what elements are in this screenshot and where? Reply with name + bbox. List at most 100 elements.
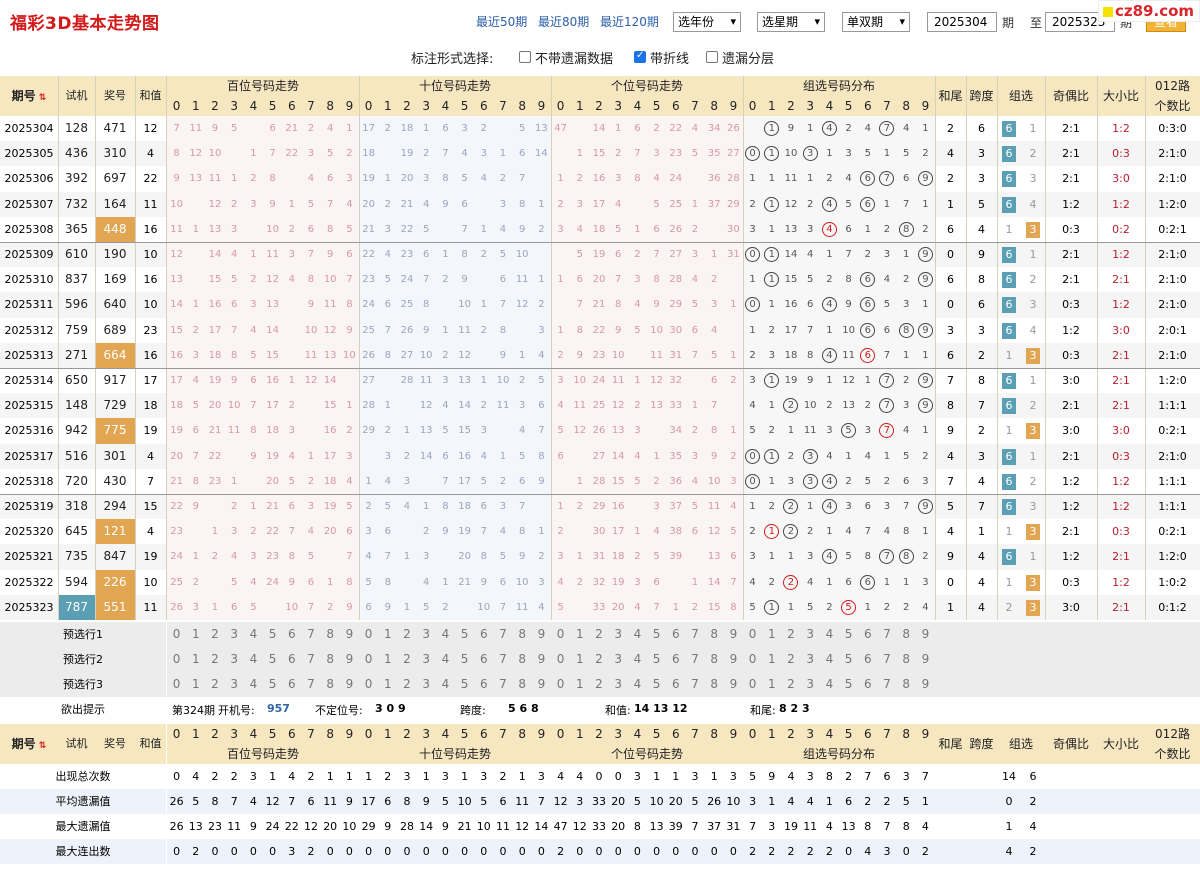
preselect-digit[interactable]: 3: [608, 672, 628, 697]
preselect-digit[interactable]: 7: [877, 622, 897, 647]
period-header[interactable]: 期号 ⇅: [0, 724, 58, 764]
preselect-digit[interactable]: 6: [282, 647, 302, 672]
preselect-digit[interactable]: 8: [704, 672, 724, 697]
preselect-digit[interactable]: 0: [551, 672, 571, 697]
preselect-digit[interactable]: 7: [301, 647, 321, 672]
preselect-digit[interactable]: 1: [378, 672, 398, 697]
preselect-digit[interactable]: 7: [493, 647, 513, 672]
preselect-digit[interactable]: 5: [455, 672, 475, 697]
preselect-digit[interactable]: 5: [263, 622, 283, 647]
preselect-digit[interactable]: 0: [743, 622, 763, 647]
preselect-digit[interactable]: 2: [781, 622, 801, 647]
preselect-digit[interactable]: 1: [186, 672, 206, 697]
preselect-digit[interactable]: 2: [589, 672, 609, 697]
preselect-digit[interactable]: 9: [339, 622, 359, 647]
preselect-digit[interactable]: 4: [627, 647, 647, 672]
preselect-digit[interactable]: 2: [205, 622, 225, 647]
preselect-digit[interactable]: 7: [493, 622, 513, 647]
preselect-digit[interactable]: 8: [512, 647, 532, 672]
polyline-checkbox[interactable]: [634, 50, 646, 63]
preselect-digit[interactable]: 2: [589, 622, 609, 647]
preselect-digit[interactable]: 8: [704, 622, 724, 647]
preselect-digit[interactable]: 1: [186, 647, 206, 672]
weekday-select[interactable]: 选星期: [757, 12, 825, 32]
preselect-digit[interactable]: 7: [685, 647, 705, 672]
preselect-digit[interactable]: 4: [435, 647, 455, 672]
preselect-digit[interactable]: 9: [531, 647, 551, 672]
preselect-digit[interactable]: 4: [819, 672, 839, 697]
preselect-digit[interactable]: 6: [666, 622, 686, 647]
preselect-digit[interactable]: 2: [589, 647, 609, 672]
preselect-digit[interactable]: 6: [858, 622, 878, 647]
preselect-digit[interactable]: 9: [339, 647, 359, 672]
preselect-digit[interactable]: 0: [167, 647, 187, 672]
preselect-digit[interactable]: 7: [877, 647, 897, 672]
preselect-digit[interactable]: 2: [781, 672, 801, 697]
preselect-digit[interactable]: 0: [743, 672, 763, 697]
preselect-digit[interactable]: 9: [339, 672, 359, 697]
preselect-digit[interactable]: 2: [781, 647, 801, 672]
preselect-digit[interactable]: 8: [896, 622, 916, 647]
preselect-digit[interactable]: 2: [205, 672, 225, 697]
preselect-digit[interactable]: 1: [762, 647, 782, 672]
preselect-digit[interactable]: 1: [378, 647, 398, 672]
preselect-digit[interactable]: 3: [416, 622, 436, 647]
odd-even-period-select[interactable]: 单双期: [842, 12, 910, 32]
preselect-digit[interactable]: 4: [819, 622, 839, 647]
preselect-digit[interactable]: 1: [186, 622, 206, 647]
preselect-digit[interactable]: 7: [685, 672, 705, 697]
link-recent-50[interactable]: 最近50期: [476, 15, 528, 29]
preselect-digit[interactable]: 3: [800, 672, 820, 697]
preselect-digit[interactable]: 1: [570, 647, 590, 672]
preselect-digit[interactable]: 0: [359, 622, 379, 647]
to-period-input[interactable]: 2025323: [1045, 12, 1115, 32]
preselect-digit[interactable]: 6: [474, 647, 494, 672]
preselect-digit[interactable]: 2: [397, 647, 417, 672]
preselect-digit[interactable]: 5: [455, 647, 475, 672]
preselect-digit[interactable]: 4: [627, 672, 647, 697]
preselect-digit[interactable]: 3: [224, 622, 244, 647]
preselect-digit[interactable]: 5: [263, 647, 283, 672]
preselect-digit[interactable]: 9: [915, 647, 935, 672]
preselect-digit[interactable]: 8: [320, 647, 340, 672]
preselect-digit[interactable]: 9: [915, 622, 935, 647]
preselect-digit[interactable]: 8: [320, 672, 340, 697]
preselect-digit[interactable]: 0: [743, 647, 763, 672]
preselect-digit[interactable]: 4: [819, 647, 839, 672]
preselect-digit[interactable]: 1: [378, 622, 398, 647]
preselect-digit[interactable]: 2: [397, 622, 417, 647]
preselect-digit[interactable]: 0: [167, 622, 187, 647]
preselect-digit[interactable]: 4: [435, 622, 455, 647]
preselect-digit[interactable]: 6: [282, 622, 302, 647]
preselect-digit[interactable]: 4: [243, 647, 263, 672]
preselect-digit[interactable]: 6: [474, 622, 494, 647]
preselect-digit[interactable]: 0: [359, 647, 379, 672]
no-omission-checkbox[interactable]: [519, 51, 531, 63]
preselect-digit[interactable]: 9: [723, 622, 743, 647]
preselect-digit[interactable]: 5: [839, 672, 859, 697]
from-period-input[interactable]: 2025304: [927, 12, 997, 32]
preselect-digit[interactable]: 1: [762, 622, 782, 647]
preselect-digit[interactable]: 7: [877, 672, 897, 697]
preselect-digit[interactable]: 5: [455, 622, 475, 647]
sort-icon[interactable]: ⇅: [35, 741, 47, 751]
preselect-digit[interactable]: 1: [762, 672, 782, 697]
preselect-digit[interactable]: 0: [359, 672, 379, 697]
preselect-digit[interactable]: 9: [531, 672, 551, 697]
preselect-digit[interactable]: 8: [896, 672, 916, 697]
preselect-digit[interactable]: 7: [301, 672, 321, 697]
preselect-digit[interactable]: 5: [839, 647, 859, 672]
preselect-digit[interactable]: 8: [512, 672, 532, 697]
period-header[interactable]: 期号 ⇅: [0, 76, 58, 116]
preselect-digit[interactable]: 3: [800, 647, 820, 672]
preselect-digit[interactable]: 6: [858, 672, 878, 697]
preselect-digit[interactable]: 3: [416, 672, 436, 697]
preselect-digit[interactable]: 6: [858, 647, 878, 672]
preselect-digit[interactable]: 5: [647, 647, 667, 672]
omission-layer-checkbox[interactable]: [706, 51, 718, 63]
preselect-digit[interactable]: 6: [666, 672, 686, 697]
preselect-digit[interactable]: 9: [723, 672, 743, 697]
preselect-digit[interactable]: 2: [205, 647, 225, 672]
preselect-digit[interactable]: 8: [320, 622, 340, 647]
year-select[interactable]: 选年份: [673, 12, 741, 32]
